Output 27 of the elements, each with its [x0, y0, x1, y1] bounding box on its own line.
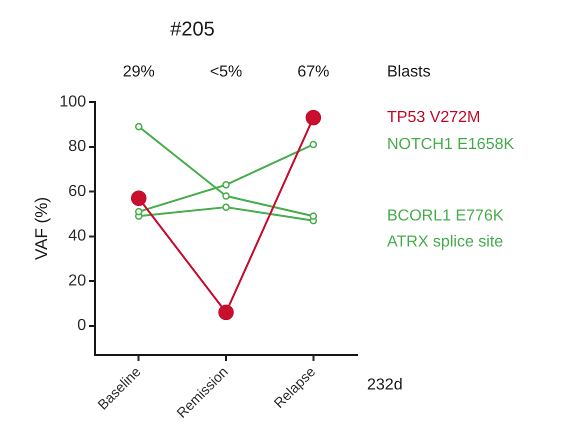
text: Blasts — [387, 63, 431, 80]
point — [134, 122, 142, 130]
point — [218, 304, 234, 320]
text: TP53 V272M — [387, 109, 480, 126]
point — [306, 110, 322, 126]
point — [310, 212, 318, 220]
text: <5% — [210, 63, 242, 80]
chart-title: #205 — [170, 18, 215, 41]
y-tick-label: 40 — [68, 228, 86, 245]
point — [222, 203, 230, 211]
y-tick-label: 60 — [68, 182, 86, 200]
y-tick-label: 80 — [68, 138, 86, 156]
text: ATRX splice site — [387, 234, 504, 251]
point — [222, 192, 230, 200]
text: NOTCH1 E1658K — [387, 136, 514, 153]
y-tick-label: 0 — [77, 317, 86, 334]
text: 67% — [297, 63, 330, 80]
y-axis-title: VAF (%) — [32, 196, 51, 260]
text: BCORL1 E776K — [387, 208, 504, 225]
y-tick-label: 100 — [59, 93, 86, 110]
text: 29% — [122, 63, 155, 80]
point — [130, 190, 146, 206]
text: 232d — [367, 376, 403, 394]
point — [310, 140, 318, 148]
point — [134, 208, 142, 216]
y-tick-label: 20 — [68, 272, 86, 290]
point — [222, 181, 230, 189]
